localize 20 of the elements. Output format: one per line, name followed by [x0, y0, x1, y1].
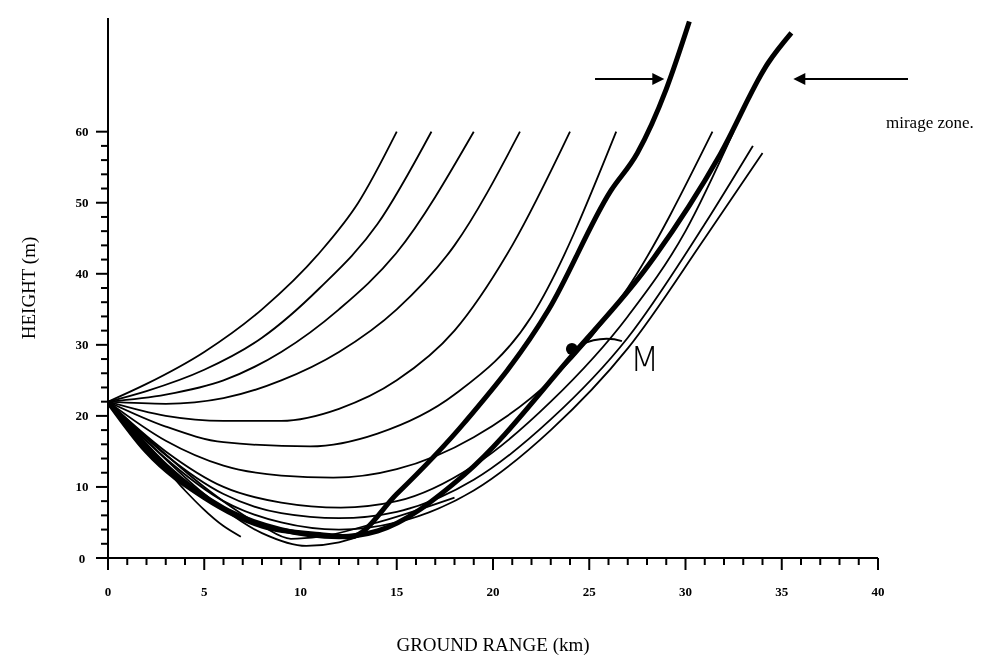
x-tick-label: 10	[294, 584, 307, 599]
annotation: M	[629, 339, 660, 380]
y-tick-label: 20	[75, 408, 89, 424]
x-tick-label: 20	[486, 584, 500, 599]
x-tick-label: 30	[679, 584, 692, 599]
x-tick-label: 35	[775, 584, 789, 599]
y-tick-label: 50	[75, 195, 89, 211]
x-tick-label: 5	[201, 584, 208, 599]
y-tick-label: 40	[75, 266, 89, 282]
y-tick-label: 10	[75, 479, 89, 495]
y-tick-label: 30	[75, 337, 89, 353]
x-tick-label: 15	[390, 584, 404, 599]
x-axis-title: GROUND RANGE (km)	[396, 634, 590, 657]
y-tick-label: 0	[78, 550, 86, 566]
y-axis-title: HEIGHT (m)	[17, 236, 40, 340]
x-tick-label: 0	[104, 584, 112, 599]
x-tick-label: 25	[582, 584, 597, 599]
y-tick-label: 60	[75, 124, 89, 140]
x-tick-label: 40	[871, 584, 885, 599]
text: mirage zone.	[886, 112, 974, 132]
